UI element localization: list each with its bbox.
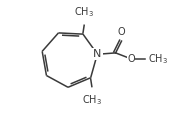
Text: N: N — [93, 49, 101, 59]
Text: CH$_3$: CH$_3$ — [74, 5, 94, 19]
Text: CH$_3$: CH$_3$ — [82, 93, 102, 107]
Text: O: O — [118, 27, 125, 37]
Text: CH$_3$: CH$_3$ — [148, 52, 168, 66]
Text: O: O — [127, 54, 135, 64]
